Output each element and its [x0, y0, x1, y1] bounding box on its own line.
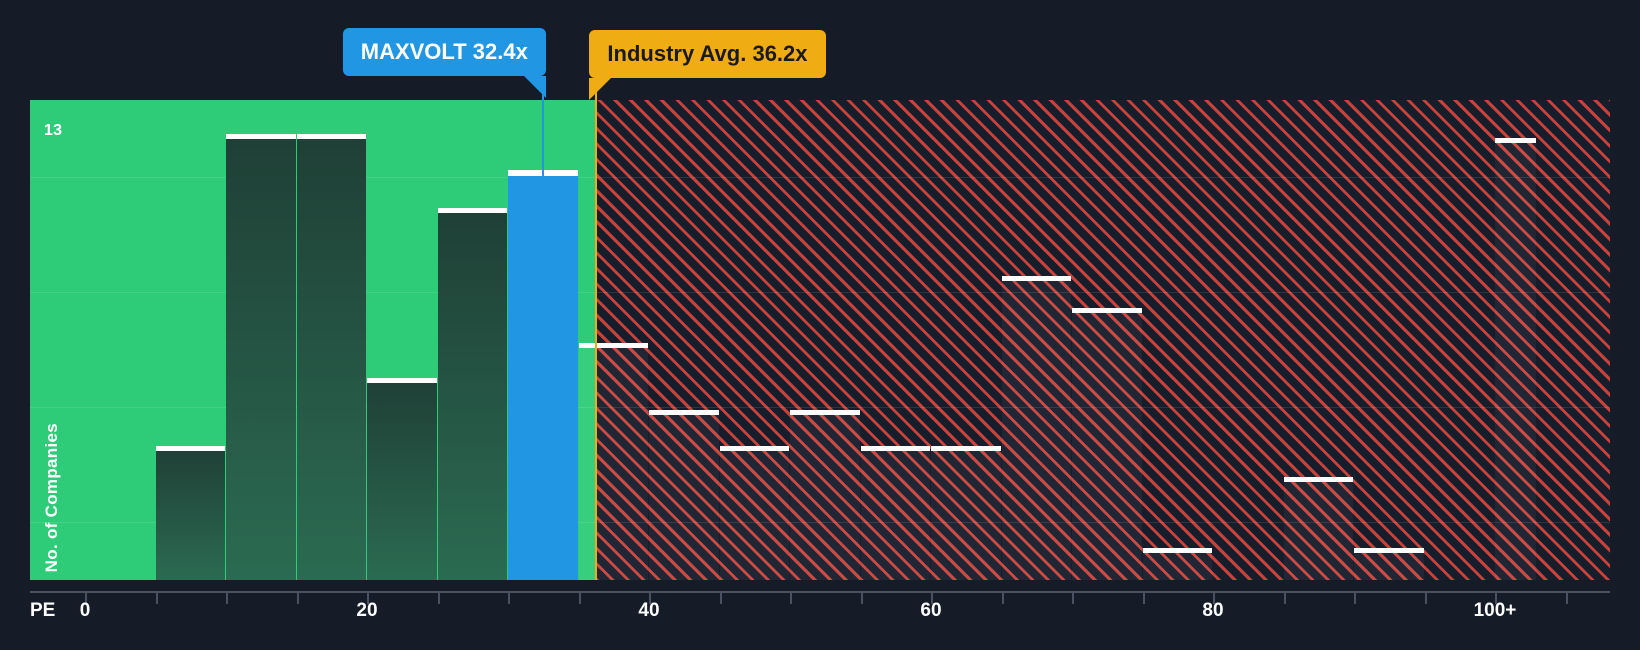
bar-body: [226, 134, 296, 580]
gridline: [30, 406, 1610, 408]
histogram-bar[interactable]: [1142, 548, 1212, 580]
bar-body: [296, 134, 366, 580]
industry-average-marker-line: [595, 62, 598, 580]
histogram-bar[interactable]: [860, 445, 930, 580]
x-axis-tick-label: 100+: [1473, 600, 1517, 621]
x-axis-tick: [1354, 591, 1356, 604]
histogram-bar[interactable]: [1495, 137, 1537, 580]
bar-cap: [1354, 548, 1424, 554]
histogram-bar[interactable]: [719, 445, 789, 580]
bar-cap: [790, 410, 860, 416]
histogram-bar[interactable]: [296, 134, 366, 580]
bar-body: [578, 342, 648, 580]
x-axis-tick: [437, 591, 440, 604]
bar-body: [860, 445, 930, 580]
x-axis-tick-label: 0: [79, 600, 91, 621]
x-axis-tick: [1565, 591, 1568, 604]
histogram-bar[interactable]: [226, 134, 296, 580]
bar-body: [1072, 307, 1142, 580]
company-callout-label: MAXVOLT 32.4x: [360, 39, 528, 64]
bar-body: [367, 378, 437, 580]
bar-cap: [931, 445, 1001, 451]
bar-cap: [226, 134, 296, 140]
x-axis-tick: [931, 591, 933, 604]
x-axis-tick-label: 40: [638, 600, 660, 621]
histogram-bar[interactable]: [790, 410, 860, 580]
industry-average-callout[interactable]: Industry Avg. 36.2x: [589, 30, 826, 100]
bar-body: [437, 208, 507, 580]
bar-cap: [155, 445, 225, 451]
company-callout[interactable]: MAXVOLT 32.4x: [342, 28, 546, 98]
x-axis-tick: [1283, 591, 1286, 604]
x-axis-tick: [649, 591, 651, 604]
histogram-bar[interactable]: [437, 208, 507, 580]
company-marker-line: [541, 82, 544, 580]
bar-body: [1283, 477, 1353, 580]
gridline: [30, 176, 1610, 178]
bar-cap: [1495, 137, 1537, 143]
bar-body: [1001, 275, 1071, 580]
bar-body: [155, 445, 225, 580]
hatch-pattern: [595, 100, 1610, 580]
x-axis-tick: [1213, 591, 1215, 604]
bar-body: [1354, 548, 1424, 580]
x-axis-tick: [1001, 591, 1004, 604]
plot-area: 13 No. of Companies: [30, 100, 1610, 580]
x-axis-tick: [790, 591, 792, 604]
x-axis-tick: [578, 591, 581, 604]
bar-cap: [1001, 275, 1071, 281]
histogram-bar[interactable]: [578, 342, 648, 580]
x-axis-tick: [508, 591, 510, 604]
histogram-bar[interactable]: [1001, 275, 1071, 580]
histogram-bar[interactable]: [931, 445, 1001, 580]
bar-body: [719, 445, 789, 580]
bar-cap: [296, 134, 366, 140]
x-axis-tick: [719, 591, 722, 604]
industry-average-callout-tail: [589, 78, 612, 100]
y-max-value-label: 13: [44, 122, 63, 139]
x-axis-tick: [1142, 591, 1145, 604]
bar-cap: [1072, 307, 1142, 313]
bar-body: [1142, 548, 1212, 580]
x-axis-tick-label: 60: [920, 600, 942, 621]
bar-cap: [1283, 477, 1353, 483]
bar-body: [790, 410, 860, 580]
x-axis-tick: [1424, 591, 1427, 604]
industry-average-callout-label: Industry Avg. 36.2x: [607, 41, 808, 66]
bar-cap: [860, 445, 930, 451]
gridline: [30, 521, 1610, 523]
x-axis-tick: [296, 591, 299, 604]
histogram-bar[interactable]: [367, 378, 437, 580]
x-axis-tick: [860, 591, 863, 604]
bar-cap: [1142, 548, 1212, 554]
x-axis-tick: [1072, 591, 1074, 604]
x-axis-prefix-label: PE: [30, 600, 56, 621]
histogram-bar[interactable]: [155, 445, 225, 580]
bar-body: [931, 445, 1001, 580]
x-axis-tick-label: 80: [1202, 600, 1224, 621]
x-axis-tick: [155, 591, 158, 604]
bar-cap: [578, 342, 648, 348]
bar-body: [649, 410, 719, 580]
bar-cap: [367, 378, 437, 384]
x-axis-tick: [367, 591, 369, 604]
histogram-bar[interactable]: [1354, 548, 1424, 580]
bar-cap: [437, 208, 507, 214]
bar-body: [1495, 137, 1537, 580]
gridline: [30, 291, 1610, 293]
bar-cap: [649, 410, 719, 416]
x-axis-tick: [1495, 591, 1497, 604]
bar-cap: [719, 445, 789, 451]
x-axis-tick-label: 20: [356, 600, 378, 621]
x-axis-tick: [85, 591, 87, 604]
zone-above-average: [595, 100, 1610, 580]
histogram-bar[interactable]: [649, 410, 719, 580]
y-axis-title: No. of Companies: [42, 422, 61, 572]
x-axis-line: [30, 591, 1610, 593]
company-callout-tail: [523, 76, 546, 98]
histogram-bar[interactable]: [1283, 477, 1353, 580]
x-axis-tick: [226, 591, 228, 604]
histogram-bar[interactable]: [1072, 307, 1142, 580]
